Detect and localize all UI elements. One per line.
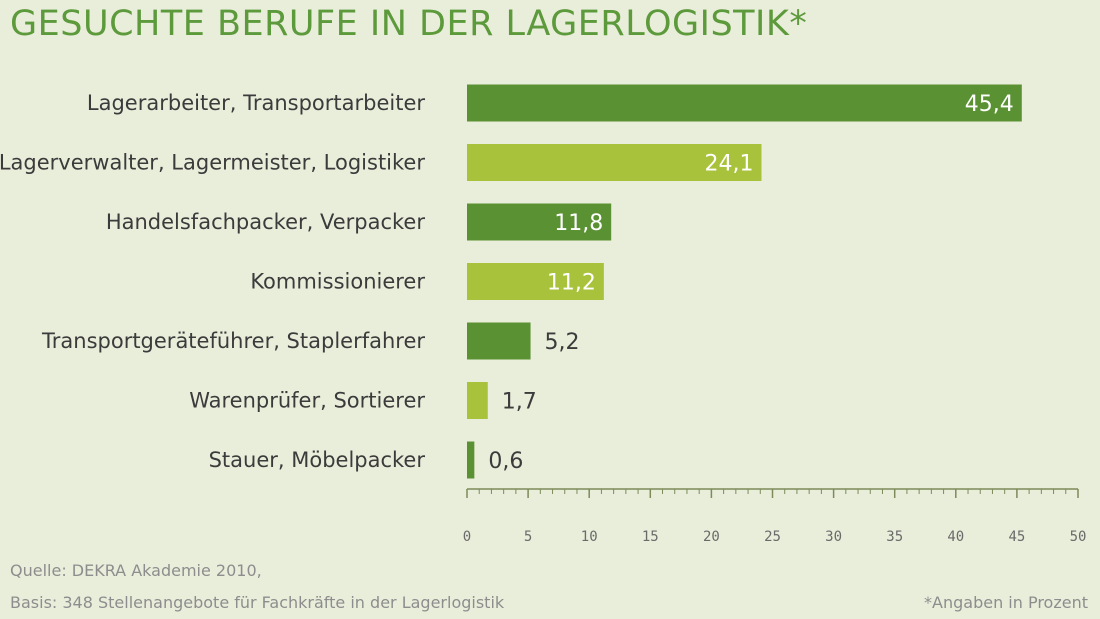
x-tick-label: 10 <box>581 529 598 545</box>
x-tick-label: 25 <box>764 529 781 545</box>
x-tick-label: 0 <box>463 529 471 545</box>
bars-layer: Lagerarbeiter, Transportarbeiter 45,4 Lage… <box>0 84 1022 479</box>
bar-value-label: 24,1 <box>705 152 754 177</box>
bar-value-label: 11,8 <box>554 211 603 236</box>
category-label: Stauer, Möbelpacker <box>209 448 426 472</box>
x-tick-label: 30 <box>825 529 842 545</box>
basis-note: Basis: 348 Stellenangebote für Fachkräft… <box>10 593 505 612</box>
x-tick-label: 20 <box>703 529 720 545</box>
bar-value-label: 11,2 <box>547 271 596 296</box>
x-tick-label: 35 <box>886 529 903 545</box>
category-label: Transportgeräteführer, Staplerfahrer <box>41 329 425 353</box>
bar <box>467 441 475 479</box>
category-label: Kommissionierer <box>250 270 425 294</box>
bar <box>467 84 1022 122</box>
bar-value-label: 1,7 <box>502 390 537 415</box>
category-label: Lagerverwalter, Lagermeister, Logistiker <box>0 151 425 175</box>
x-tick-label: 50 <box>1070 529 1087 545</box>
x-tick-label: 15 <box>642 529 659 545</box>
x-tick-label: 45 <box>1008 529 1025 545</box>
bar <box>467 203 612 241</box>
source-note: Quelle: DEKRA Akademie 2010, <box>10 561 262 580</box>
bar-value-label: 5,2 <box>545 330 580 355</box>
x-tick-label: 40 <box>947 529 964 545</box>
bar <box>467 382 488 419</box>
category-label: Warenprüfer, Sortierer <box>189 389 425 413</box>
unit-note: *Angaben in Prozent <box>924 593 1088 612</box>
category-label: Handelsfachpacker, Verpacker <box>106 210 426 234</box>
x-tick-label: 5 <box>524 529 532 545</box>
bar-value-label: 45,4 <box>965 92 1014 117</box>
chart-title: GESUCHTE BERUFE IN DER LAGERLOGISTIK* <box>10 4 808 44</box>
bar-value-label: 0,6 <box>488 449 523 474</box>
x-axis: 0 5 10 15 20 25 30 35 40 45 50 <box>463 488 1087 545</box>
bar <box>467 322 531 360</box>
category-label: Lagerarbeiter, Transportarbeiter <box>87 91 425 115</box>
bar <box>467 144 762 181</box>
bar <box>467 263 604 300</box>
